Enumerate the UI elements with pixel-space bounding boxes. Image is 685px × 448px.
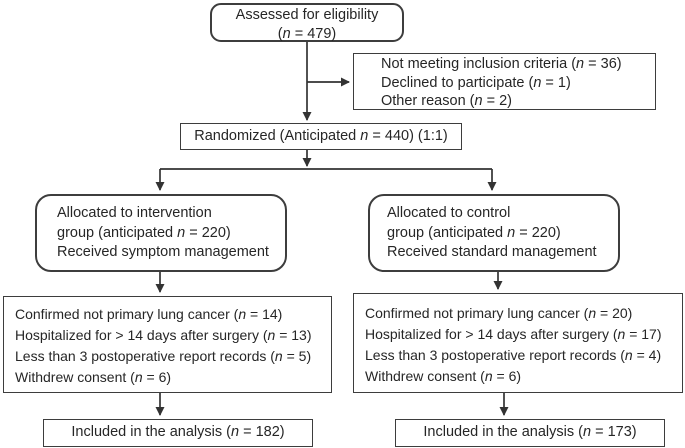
allocation-intervention-line-2: group (anticipated n = 220) [57,224,231,241]
included-control-box: Included in the analysis (n = 173) [395,419,665,447]
assessed-box: Assessed for eligibility (n = 479) [210,3,404,42]
exclusion-intervention-line-2: Hospitalized for > 14 days after surgery… [15,327,312,343]
exclusion-intervention-line-1: Confirmed not primary lung cancer (n = 1… [15,306,283,322]
excluded-box: Not meeting inclusion criteria (n = 36) … [353,53,656,110]
exclusion-intervention-box: Confirmed not primary lung cancer (n = 1… [3,296,332,393]
allocation-control-line-2: group (anticipated n = 220) [387,224,561,241]
allocation-intervention-box: Allocated to intervention group (anticip… [35,194,287,272]
exclusion-intervention-line-4: Withdrew consent (n = 6) [15,369,172,385]
excluded-line-1: Not meeting inclusion criteria (n = 36) [381,56,622,72]
exclusion-control-line-1: Confirmed not primary lung cancer (n = 2… [365,305,633,321]
allocation-control-line-1: Allocated to control [387,205,511,221]
exclusion-intervention-line-3: Less than 3 postoperative report records… [15,348,312,364]
randomized-box: Randomized (Anticipated n = 440) (1:1) [180,123,462,150]
exclusion-control-box: Confirmed not primary lung cancer (n = 2… [353,293,683,393]
assessed-line-1: Assessed for eligibility [235,7,379,23]
included-intervention-line: Included in the analysis (n = 182) [71,424,285,440]
allocation-intervention-line-1: Allocated to intervention [57,205,212,221]
exclusion-control-line-4: Withdrew consent (n = 6) [365,368,522,384]
excluded-line-3: Other reason (n = 2) [381,93,512,109]
exclusion-control-line-2: Hospitalized for > 14 days after surgery… [365,326,662,342]
included-intervention-box: Included in the analysis (n = 182) [43,419,313,447]
allocation-intervention-line-3: Received symptom management [57,244,269,260]
assessed-line-2: (n = 479) [277,25,337,42]
allocation-control-line-3: Received standard management [387,244,597,260]
allocation-control-box: Allocated to control group (anticipated … [368,194,620,272]
randomized-line: Randomized (Anticipated n = 440) (1:1) [194,128,448,144]
excluded-line-2: Declined to participate (n = 1) [381,74,571,91]
exclusion-control-line-3: Less than 3 postoperative report records… [365,347,662,363]
included-control-line: Included in the analysis (n = 173) [423,424,637,440]
